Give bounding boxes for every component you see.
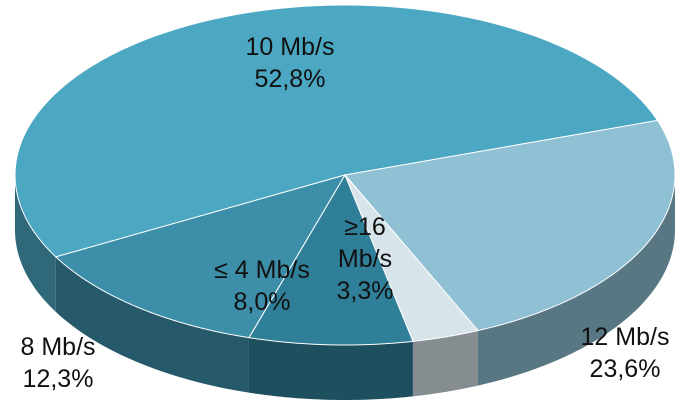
- slice-label-4: 8 Mb/s 12,3%: [20, 333, 95, 393]
- slice-label-1: 12 Mb/s 23,6%: [581, 323, 670, 383]
- slice-top-0: [14, 4, 659, 258]
- slice-tops: [14, 4, 676, 346]
- slice-side-3: [248, 337, 413, 400]
- slice-top-2: [344, 174, 479, 342]
- slice-label-3: ≤ 4 Mb/s 8,0%: [214, 256, 310, 316]
- slice-labels: 10 Mb/s 52,8% 12 Mb/s 23,6% ≥16 Mb/s 3,3% ≤ 4 M…: [20, 33, 669, 393]
- slice-label-2: ≥16 Mb/s 3,3%: [337, 213, 394, 305]
- slice-side-1: [477, 175, 675, 386]
- slice-top-1: [344, 119, 676, 332]
- slice-top-3: [248, 173, 414, 346]
- slice-side-2: [412, 330, 478, 397]
- slice-top-4: [54, 174, 347, 339]
- slice-label-0: 10 Mb/s 52,8%: [246, 33, 335, 93]
- slice-sides: [15, 175, 675, 400]
- slice-side-4: [55, 256, 249, 393]
- slice-side-0: [15, 175, 56, 312]
